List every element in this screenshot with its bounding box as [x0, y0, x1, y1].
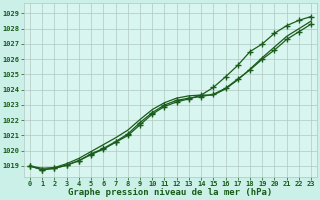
X-axis label: Graphe pression niveau de la mer (hPa): Graphe pression niveau de la mer (hPa) [68, 188, 273, 197]
